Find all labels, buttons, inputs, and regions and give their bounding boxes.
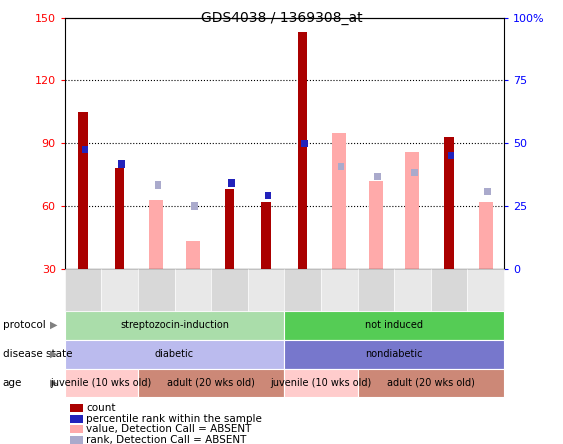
Bar [155,181,162,189]
Text: ▶: ▶ [50,378,57,388]
Bar [261,202,271,269]
Text: adult (20 wks old): adult (20 wks old) [167,378,255,388]
Text: disease state: disease state [3,349,72,359]
Text: value, Detection Call = ABSENT: value, Detection Call = ABSENT [86,424,252,434]
Bar [484,188,491,195]
Bar [298,32,307,269]
Bar [265,192,271,199]
Text: GDS4038 / 1369308_at: GDS4038 / 1369308_at [200,11,363,25]
Text: not induced: not induced [365,320,423,330]
Bar [405,151,419,269]
Bar [225,189,234,269]
Bar [448,152,454,159]
Text: ▶: ▶ [50,320,57,330]
Bar [332,133,346,269]
Bar [78,112,88,269]
Bar [228,179,235,186]
Bar [444,137,454,269]
Bar [374,173,381,180]
Bar [301,139,308,147]
Text: diabetic: diabetic [155,349,194,359]
Bar [338,163,345,170]
Bar [82,146,88,153]
Bar [149,200,163,269]
Text: juvenile (10 wks old): juvenile (10 wks old) [270,378,372,388]
Bar [186,242,200,269]
Text: age: age [3,378,22,388]
Bar [115,168,124,269]
Bar [369,181,383,269]
Text: protocol: protocol [3,320,46,330]
Text: streptozocin-induction: streptozocin-induction [120,320,229,330]
Text: nondiabetic: nondiabetic [365,349,423,359]
Text: count: count [86,403,115,413]
Text: adult (20 wks old): adult (20 wks old) [387,378,475,388]
Text: juvenile (10 wks old): juvenile (10 wks old) [51,378,152,388]
Text: ▶: ▶ [50,349,57,359]
Text: rank, Detection Call = ABSENT: rank, Detection Call = ABSENT [86,435,247,444]
Bar [479,202,493,269]
Bar [118,160,125,168]
Bar [191,202,198,210]
Text: percentile rank within the sample: percentile rank within the sample [86,414,262,424]
Bar [411,169,418,176]
